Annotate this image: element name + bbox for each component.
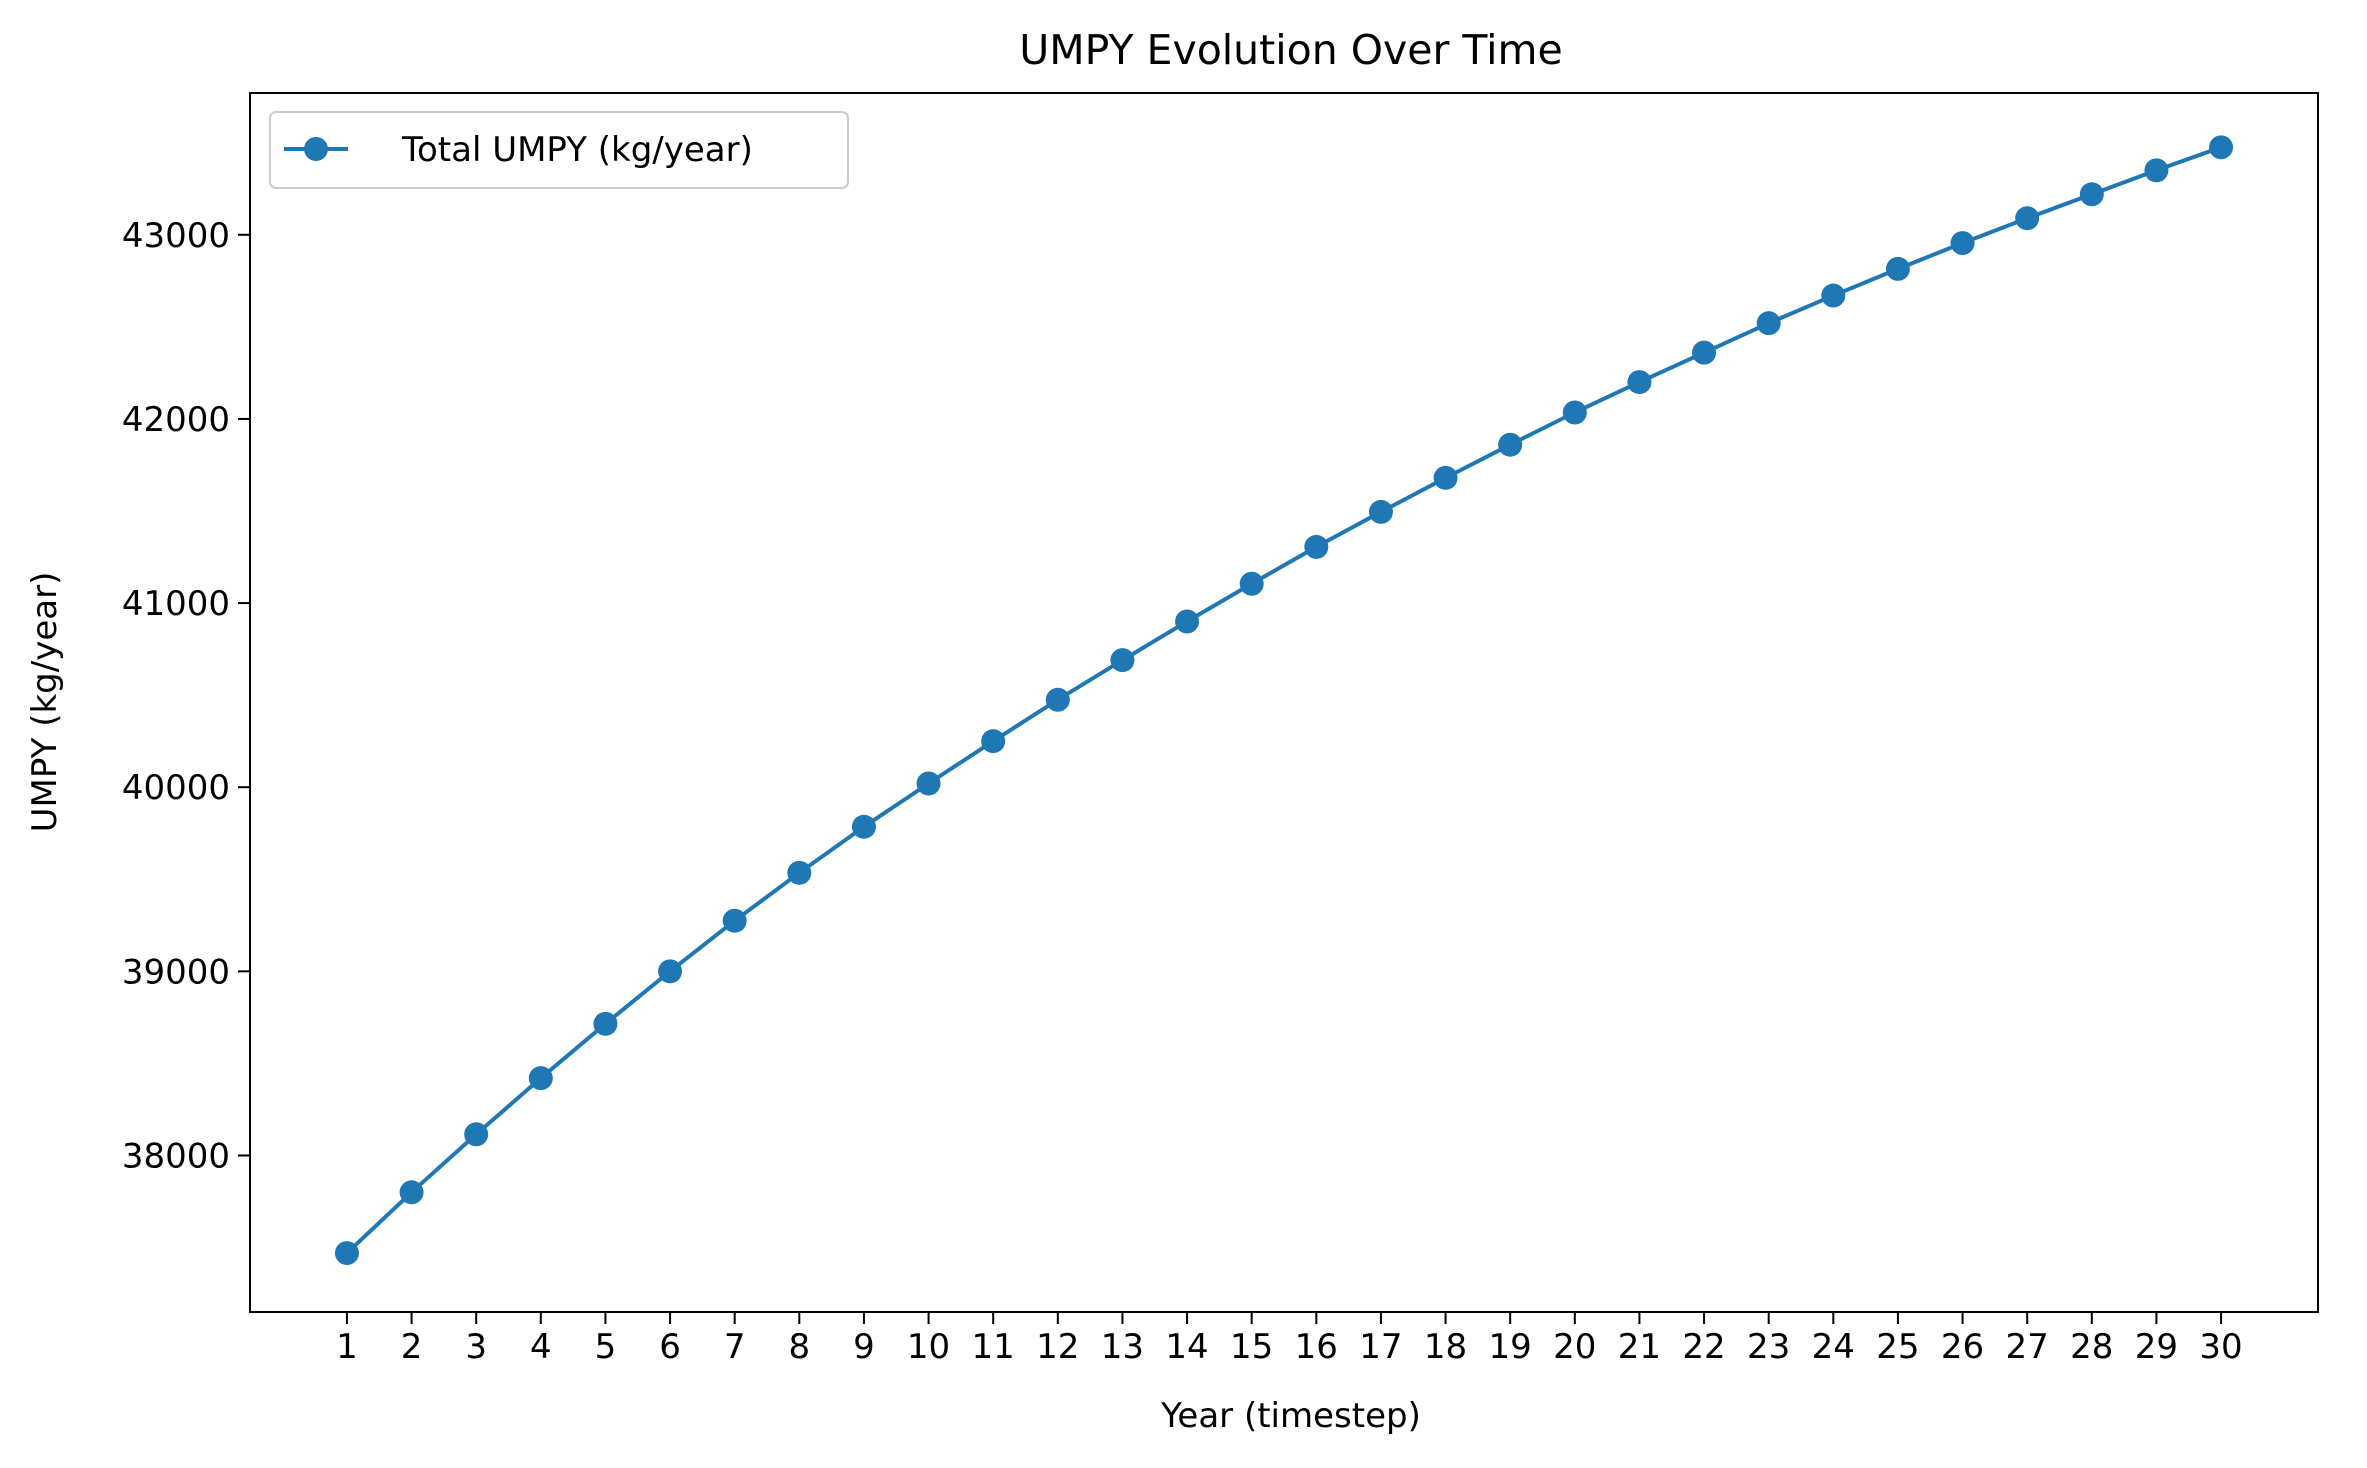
y-tick-label-42000: 42000 <box>122 400 230 440</box>
x-tick-label-15: 15 <box>1230 1327 1273 1367</box>
data-point-1 <box>334 1241 359 1266</box>
legend-label: Total UMPY (kg/year) <box>401 130 753 170</box>
x-tick-label-11: 11 <box>972 1327 1015 1367</box>
y-tick-label-43000: 43000 <box>122 216 230 256</box>
data-point-27 <box>2015 206 2040 231</box>
data-point-10 <box>916 771 941 796</box>
x-tick-label-4: 4 <box>530 1327 552 1367</box>
x-tick-label-3: 3 <box>465 1327 487 1367</box>
y-tick-label-38000: 38000 <box>122 1136 230 1176</box>
data-point-14 <box>1175 609 1200 634</box>
x-tick-label-26: 26 <box>1941 1327 1984 1367</box>
x-tick-label-20: 20 <box>1553 1327 1596 1367</box>
legend-frame <box>269 111 849 189</box>
data-point-13 <box>1110 648 1135 673</box>
x-tick-label-25: 25 <box>1876 1327 1919 1367</box>
x-tick-label-24: 24 <box>1812 1327 1855 1367</box>
data-point-23 <box>1756 311 1781 336</box>
data-point-11 <box>981 729 1006 754</box>
x-tick-label-23: 23 <box>1747 1327 1790 1367</box>
x-tick-label-16: 16 <box>1295 1327 1338 1367</box>
x-tick-label-9: 9 <box>853 1327 875 1367</box>
data-point-24 <box>1821 283 1846 308</box>
x-tick-label-5: 5 <box>595 1327 617 1367</box>
x-axis-title: Year (timestep) <box>1160 1396 1421 1436</box>
data-point-29 <box>2144 158 2169 183</box>
data-point-12 <box>1045 687 1070 712</box>
data-point-20 <box>1562 400 1587 425</box>
data-point-5 <box>593 1011 618 1036</box>
data-point-2 <box>399 1180 424 1205</box>
x-tick-label-27: 27 <box>2006 1327 2049 1367</box>
x-tick-label-8: 8 <box>788 1327 810 1367</box>
x-tick-label-14: 14 <box>1165 1327 1208 1367</box>
data-point-16 <box>1304 534 1329 559</box>
legend: Total UMPY (kg/year) <box>269 111 849 189</box>
x-tick-label-13: 13 <box>1101 1327 1144 1367</box>
data-point-22 <box>1692 340 1717 365</box>
plot-frame <box>249 92 2319 1313</box>
data-point-6 <box>658 959 683 984</box>
data-point-3 <box>464 1122 489 1147</box>
x-tick-label-28: 28 <box>2070 1327 2113 1367</box>
x-tick-label-2: 2 <box>401 1327 423 1367</box>
x-tick-label-7: 7 <box>724 1327 746 1367</box>
y-tick-label-39000: 39000 <box>122 952 230 992</box>
chart-title: UMPY Evolution Over Time <box>1019 26 1562 74</box>
data-point-8 <box>787 860 812 885</box>
x-tick-label-12: 12 <box>1036 1327 1079 1367</box>
data-point-15 <box>1239 571 1264 596</box>
data-point-19 <box>1498 432 1523 457</box>
x-tick-label-22: 22 <box>1682 1327 1725 1367</box>
x-tick-label-18: 18 <box>1424 1327 1467 1367</box>
x-tick-label-29: 29 <box>2135 1327 2178 1367</box>
data-point-17 <box>1368 499 1393 524</box>
x-tick-label-1: 1 <box>336 1327 358 1367</box>
data-point-25 <box>1885 256 1910 281</box>
data-point-26 <box>1950 231 1975 256</box>
y-tick-label-41000: 41000 <box>122 584 230 624</box>
x-tick-label-6: 6 <box>659 1327 681 1367</box>
data-point-9 <box>851 814 876 839</box>
y-tick-label-40000: 40000 <box>122 768 230 808</box>
x-tick-label-10: 10 <box>907 1327 950 1367</box>
data-point-18 <box>1433 465 1458 490</box>
x-tick-label-17: 17 <box>1359 1327 1402 1367</box>
data-point-4 <box>528 1066 553 1091</box>
data-point-7 <box>722 908 747 933</box>
data-point-28 <box>2079 182 2104 207</box>
x-tick-label-21: 21 <box>1618 1327 1661 1367</box>
data-point-21 <box>1627 370 1652 395</box>
legend-marker <box>304 137 328 161</box>
ticks-layer: 1 2 3 4 5 6 7 8 9 10 11 12 13 14 15 16 17 18 19 20 21 22 23 24 2… <box>122 216 2243 1367</box>
data-point-30 <box>2209 135 2234 160</box>
series-layer <box>334 135 2234 1266</box>
y-axis-title: UMPY (kg/year) <box>25 572 65 833</box>
x-tick-label-30: 30 <box>2199 1327 2242 1367</box>
x-tick-label-19: 19 <box>1489 1327 1532 1367</box>
